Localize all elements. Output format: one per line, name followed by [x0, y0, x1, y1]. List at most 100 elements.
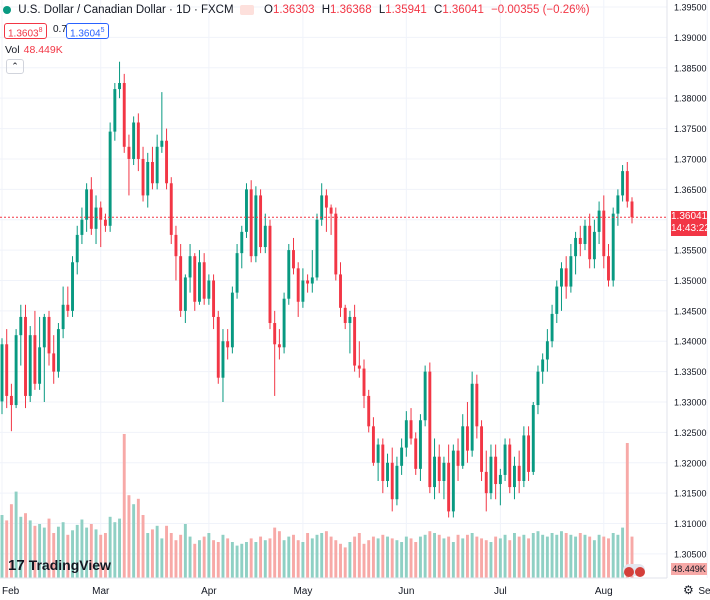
- candle-body: [212, 280, 216, 317]
- volume-bar: [113, 522, 117, 578]
- candle-body: [630, 201, 634, 218]
- volume-bar: [212, 540, 216, 578]
- candle-body: [310, 277, 314, 284]
- volume-bar: [371, 536, 375, 578]
- tradingview-logo[interactable]: 17 TradingView: [8, 557, 111, 574]
- legend-low-label: L: [378, 4, 386, 16]
- ask-price: 1.3604: [70, 28, 101, 40]
- chart-grid: [0, 0, 708, 578]
- volume-bar: [226, 538, 230, 578]
- volume-bar: [132, 504, 136, 578]
- volume-bar: [301, 542, 305, 578]
- volume-bar: [564, 533, 568, 578]
- candle-body: [99, 207, 103, 220]
- candle-body: [527, 435, 531, 472]
- candle-body: [508, 444, 512, 488]
- candle-body: [348, 316, 352, 324]
- candle-body: [437, 456, 441, 482]
- candle-body: [607, 256, 610, 281]
- candle-body: [174, 234, 178, 257]
- candle-body: [42, 316, 46, 348]
- sell-price-button[interactable]: 1.36038: [4, 23, 47, 39]
- volume-bar: [461, 538, 465, 578]
- status-dot-icon: [3, 5, 11, 14]
- volume-legend: Vol 48.449K: [5, 44, 63, 56]
- time-tick-label: Aug: [595, 586, 613, 597]
- price-tick-label: 1.33500: [674, 367, 707, 377]
- volume-price-badge: 48.449K: [671, 563, 707, 575]
- candle-body: [357, 365, 361, 369]
- tradingview-logo-icon: 17: [8, 557, 25, 574]
- volume-bar: [588, 536, 592, 578]
- candle-body: [56, 329, 60, 372]
- candle-body: [400, 447, 404, 466]
- volume-bar: [447, 536, 451, 578]
- price-tick-label: 1.31500: [674, 489, 707, 499]
- candle-body: [19, 316, 23, 336]
- volume-bar: [235, 545, 239, 578]
- candle-body: [240, 231, 244, 254]
- volume-bar: [33, 525, 37, 578]
- candle-body: [132, 122, 136, 159]
- volume-bar: [536, 531, 540, 578]
- volume-bar: [155, 525, 159, 578]
- price-axis[interactable]: 1.39500 1.39000 1.38500 1.38000 1.37500 1.370…: [674, 3, 707, 560]
- volume-bar: [607, 538, 610, 578]
- legend-open-value: 1.36303: [272, 4, 315, 16]
- candle-body: [433, 456, 436, 488]
- volume-bar: [465, 534, 469, 578]
- volume-bar: [503, 534, 507, 578]
- candle-body: [193, 256, 197, 302]
- volume-bar: [0, 515, 4, 578]
- candle-body: [127, 146, 131, 159]
- candle-body: [14, 335, 18, 406]
- time-tick-label: Sep: [698, 586, 710, 597]
- volume-bar: [348, 542, 352, 578]
- bar-countdown: 14:43:22: [671, 223, 710, 234]
- candle-body: [442, 462, 446, 482]
- legend-change-value: −0.00355 (−0.26%): [491, 4, 590, 16]
- volume-bars: [0, 434, 634, 578]
- volume-bar: [315, 534, 319, 578]
- volume-bar: [569, 534, 573, 578]
- candle-body: [207, 280, 211, 299]
- volume-bar: [597, 534, 601, 578]
- volume-bar: [287, 536, 291, 578]
- flag-icon: [239, 4, 254, 15]
- volume-bar: [75, 524, 79, 578]
- candle-body: [545, 341, 549, 360]
- buy-price-button[interactable]: 1.36045: [66, 23, 109, 39]
- candle-body: [343, 307, 347, 324]
- volume-bar: [14, 491, 18, 578]
- candle-body: [339, 274, 342, 308]
- volume-bar: [602, 536, 606, 578]
- candle-body: [583, 225, 587, 245]
- candle-body: [597, 210, 601, 232]
- candle-body: [282, 298, 286, 348]
- volume-bar: [404, 536, 408, 578]
- volume-bar: [343, 547, 347, 578]
- candle-body: [395, 465, 399, 500]
- candle-body: [71, 262, 74, 311]
- price-tick-label: 1.31000: [674, 519, 707, 529]
- settings-gear-icon[interactable]: ⚙: [683, 583, 694, 597]
- volume-bar: [141, 515, 145, 578]
- candle-body: [254, 195, 258, 257]
- volume-bar: [80, 519, 84, 578]
- candle-body: [320, 195, 324, 220]
- candle-body: [118, 82, 121, 90]
- volume-bar: [216, 542, 220, 578]
- volume-bar: [19, 516, 23, 578]
- candle-body: [33, 335, 37, 384]
- symbol-title[interactable]: U.S. Dollar / Canadian Dollar · 1D · FXC…: [18, 4, 234, 16]
- spread-value: 0.7: [50, 23, 70, 37]
- candle-body: [560, 268, 563, 287]
- flags-icon[interactable]: [623, 564, 645, 577]
- candle-body: [306, 280, 310, 284]
- time-axis[interactable]: FebMarAprMayJunJulAugSep2!: [2, 586, 710, 597]
- volume-bar: [99, 534, 103, 578]
- volume-bar: [475, 536, 479, 578]
- collapse-icon[interactable]: ⌃: [6, 59, 24, 74]
- volume-bar: [28, 520, 32, 578]
